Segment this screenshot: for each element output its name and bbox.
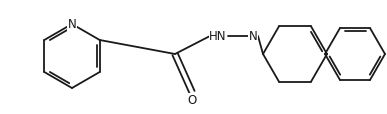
Text: O: O (187, 94, 197, 107)
Text: N: N (68, 18, 76, 31)
Text: HN: HN (209, 30, 227, 43)
Text: N: N (248, 30, 257, 43)
